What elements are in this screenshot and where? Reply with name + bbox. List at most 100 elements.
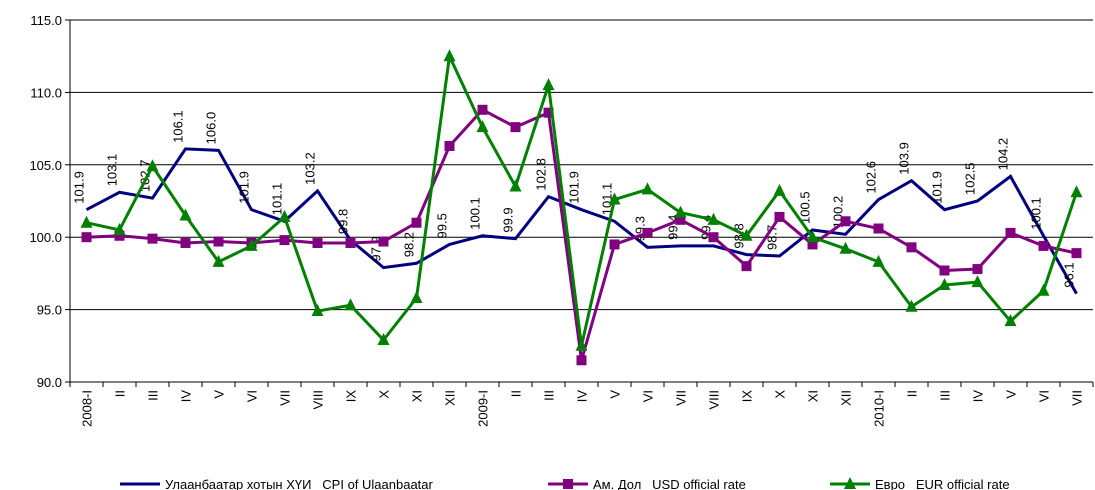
data-label: 101.9 xyxy=(930,171,945,204)
marker xyxy=(806,230,819,243)
marker xyxy=(972,264,983,275)
legend-label: Ам. Дол USD official rate xyxy=(593,477,746,490)
x-tick-label: IV xyxy=(179,390,194,403)
marker xyxy=(608,192,621,205)
marker xyxy=(443,49,456,62)
marker xyxy=(509,179,522,192)
x-tick-label: III xyxy=(146,390,161,401)
marker xyxy=(213,236,224,247)
data-label: 101.9 xyxy=(72,171,87,204)
x-tick-label: XII xyxy=(839,390,854,406)
marker xyxy=(840,216,851,227)
marker xyxy=(642,227,653,238)
x-tick-label: VIII xyxy=(707,390,722,410)
x-tick-label: III xyxy=(938,390,953,401)
marker xyxy=(146,159,159,172)
marker xyxy=(81,232,92,243)
data-label: 106.1 xyxy=(171,110,186,143)
data-label: 99.8 xyxy=(336,209,351,234)
legend: Улаанбаатар хотын ХҮИ CPI of Ulaanbaatar… xyxy=(120,477,1010,490)
legend-marker xyxy=(844,477,856,489)
y-tick-label: 95.0 xyxy=(37,303,62,318)
marker xyxy=(411,217,422,228)
data-label: 101.9 xyxy=(237,171,252,204)
marker xyxy=(1070,185,1083,198)
x-tick-label: 2009-I xyxy=(476,390,491,427)
data-label: 101.1 xyxy=(270,183,285,216)
marker xyxy=(1005,227,1016,238)
x-tick-label: V xyxy=(212,390,227,399)
x-tick-label: IV xyxy=(575,390,590,403)
legend-label: Улаанбаатар хотын ХҮИ CPI of Ulaanbaatar xyxy=(165,477,434,490)
marker xyxy=(675,214,686,225)
series-line xyxy=(85,147,1078,295)
marker xyxy=(872,254,885,267)
series-line xyxy=(86,107,1077,361)
marker xyxy=(245,238,258,251)
y-tick-label: 105.0 xyxy=(29,158,62,173)
x-tick-label: 2010-I xyxy=(872,390,887,427)
x-tick-label: II xyxy=(905,390,920,397)
marker xyxy=(344,298,357,311)
marker xyxy=(708,232,719,243)
marker xyxy=(542,78,555,91)
marker xyxy=(905,299,918,312)
marker xyxy=(1071,248,1082,259)
data-label: 100.5 xyxy=(798,191,813,224)
marker xyxy=(741,261,752,272)
data-label: 102.8 xyxy=(534,158,549,191)
marker xyxy=(774,211,785,222)
y-tick-label: 110.0 xyxy=(30,85,62,100)
marker xyxy=(575,338,588,351)
data-label: 100.1 xyxy=(468,197,483,230)
x-tick-label: XI xyxy=(806,390,821,402)
marker xyxy=(906,242,917,253)
marker xyxy=(773,183,786,196)
x-tick-label: XII xyxy=(443,390,458,406)
marker xyxy=(444,140,455,151)
y-tick-label: 115.0 xyxy=(30,13,62,28)
x-tick-label: IX xyxy=(740,390,755,403)
data-label: 103.9 xyxy=(897,142,912,175)
marker xyxy=(180,237,191,248)
marker xyxy=(179,208,192,221)
x-tick-label: II xyxy=(113,390,128,397)
x-tick-label: VI xyxy=(245,390,260,402)
data-label: 106.0 xyxy=(204,112,219,145)
marker xyxy=(938,277,951,290)
data-label: 99.9 xyxy=(501,207,516,232)
marker xyxy=(410,291,423,304)
data-label: 101.1 xyxy=(600,183,615,216)
legend-label: Евро EUR official rate xyxy=(875,477,1010,490)
x-tick-label: V xyxy=(608,390,623,399)
data-label: 101.9 xyxy=(567,171,582,204)
marker xyxy=(510,122,521,133)
marker xyxy=(641,182,654,195)
marker xyxy=(1037,283,1050,296)
marker xyxy=(939,265,950,276)
marker xyxy=(1038,240,1049,251)
marker xyxy=(740,228,753,241)
marker xyxy=(377,333,390,346)
marker xyxy=(80,215,93,228)
data-label: 100.1 xyxy=(1029,197,1044,230)
data-label: 99.5 xyxy=(435,213,450,238)
data-label: 102.5 xyxy=(963,162,978,195)
marker xyxy=(477,104,488,115)
marker xyxy=(476,120,489,133)
x-tick-label: VI xyxy=(1037,390,1052,402)
x-tick-label: VII xyxy=(674,390,689,406)
marker xyxy=(839,241,852,254)
x-tick-label: X xyxy=(377,390,392,399)
x-tick-label: IV xyxy=(971,390,986,403)
data-label: 102.6 xyxy=(864,161,879,194)
x-tick-label: VII xyxy=(1070,390,1085,406)
marker xyxy=(674,205,687,218)
data-label: 103.2 xyxy=(303,152,318,185)
marker xyxy=(378,236,389,247)
x-tick-label: VI xyxy=(641,390,656,402)
x-tick-label: V xyxy=(1004,390,1019,399)
marker xyxy=(807,239,818,250)
x-tick-label: VIII xyxy=(311,390,326,410)
marker xyxy=(311,304,324,317)
